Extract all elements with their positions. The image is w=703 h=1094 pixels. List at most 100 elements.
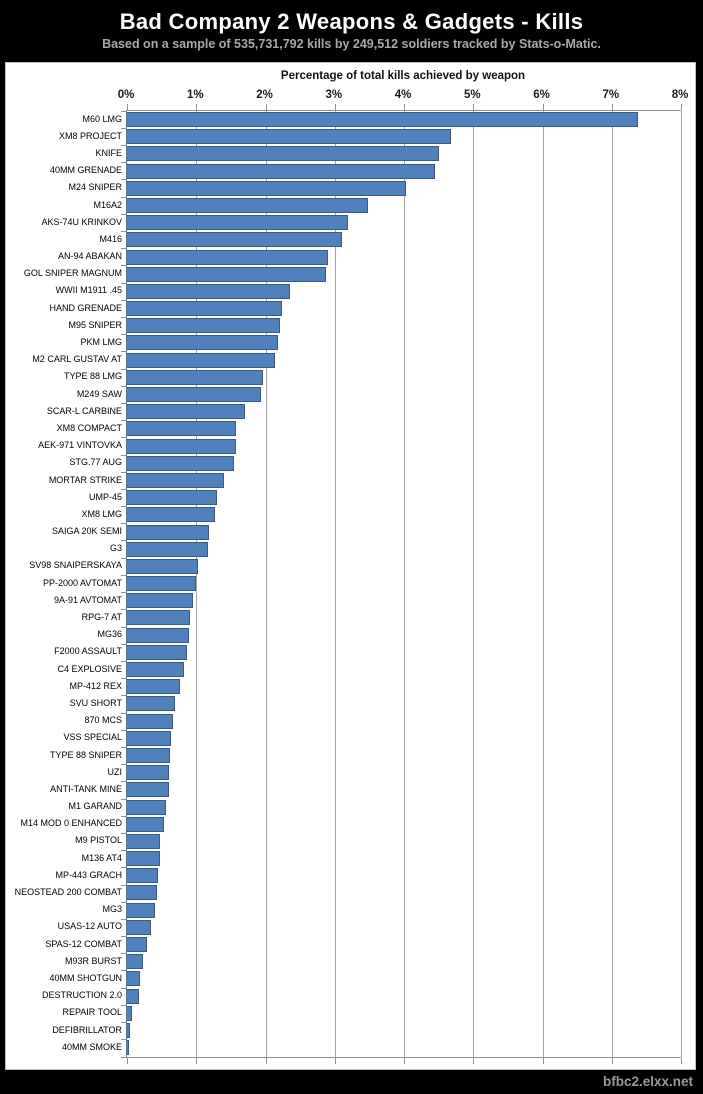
bar [127, 283, 291, 299]
category-label: M24 SNIPER [68, 182, 122, 193]
bar-row [127, 420, 681, 437]
category-label: WWII M1911 .45 [55, 285, 122, 296]
category-label: ANTI-TANK MINE [50, 783, 122, 794]
category-label: SV98 SNAIPERSKAYA [29, 560, 122, 571]
axis-tick [121, 1004, 127, 1006]
axis-tick [121, 265, 127, 267]
gridline [473, 111, 475, 1057]
bar [127, 954, 143, 970]
category-label: KNIFE [95, 147, 122, 158]
category-label: MG3 [102, 904, 122, 915]
bar-row [127, 180, 681, 197]
bar-row [127, 214, 681, 231]
bar [127, 799, 167, 815]
bar [127, 318, 281, 334]
bar [127, 421, 237, 437]
bar [127, 507, 215, 523]
bar [127, 730, 171, 746]
bar [127, 937, 148, 952]
axis-tick [121, 815, 127, 817]
category-label: AEK-971 VINTOVKA [38, 440, 122, 451]
axis-tick [121, 660, 127, 662]
category-label: 870 MCS [84, 715, 122, 726]
bar-row [127, 541, 681, 558]
axis-tick [334, 104, 336, 110]
x-tick-label: 0% [117, 89, 135, 101]
category-axis-labels: M60 LMG XM8 PROJECT KNIFE 40MM GRENADE M24 S… [6, 110, 122, 1056]
axis-tick [121, 626, 127, 628]
category-label: AKS-74U KRINKOV [41, 216, 122, 227]
category-label: 40MM SHOTGUN [49, 972, 122, 983]
gridline [611, 111, 613, 1057]
axis-tick [121, 402, 127, 404]
bar-row [127, 352, 681, 369]
axis-tick [121, 798, 127, 800]
bar-row [127, 627, 681, 644]
axis-tick [121, 471, 127, 473]
axis-tick [121, 523, 127, 525]
bar-row [127, 455, 681, 472]
bar [127, 576, 196, 592]
bar [127, 610, 191, 626]
bar [127, 472, 224, 488]
bar-row [127, 1039, 681, 1056]
category-label: UMP-45 [88, 491, 122, 502]
bar-row [127, 524, 681, 541]
bar-row [127, 558, 681, 575]
axis-tick [611, 104, 613, 110]
category-label: M14 MOD 0 ENHANCED [20, 818, 122, 829]
axis-tick [265, 104, 267, 110]
bar-row [127, 713, 681, 730]
axis-tick [121, 884, 127, 886]
bar-row [127, 111, 681, 128]
category-label: M95 SNIPER [68, 319, 122, 330]
bar [127, 215, 348, 231]
axis-tick [196, 104, 198, 110]
category-label: DESTRUCTION 2.0 [41, 990, 122, 1001]
axis-tick [121, 179, 127, 181]
bar-row [127, 1022, 681, 1039]
axis-tick [121, 540, 127, 542]
bar-row [127, 867, 681, 884]
bar [127, 782, 169, 798]
axis-tick [473, 104, 475, 110]
bar [127, 249, 328, 265]
page-title: Bad Company 2 Weapons & Gadgets - Kills [119, 9, 584, 34]
category-label: F2000 ASSAULT [54, 646, 122, 657]
category-label: M60 LMG [82, 113, 122, 124]
axis-tick [121, 918, 127, 920]
bar [127, 232, 343, 248]
bar [127, 387, 262, 402]
axis-tick [121, 695, 127, 697]
bar-row [127, 317, 681, 334]
bar [127, 352, 275, 368]
bar-row [127, 249, 681, 266]
axis-tick [121, 832, 127, 834]
bar [127, 369, 264, 385]
bar [127, 902, 155, 918]
axis-tick [121, 643, 127, 645]
chart: Percentage of total kills achieved by we… [5, 62, 696, 1070]
x-tick-label: 7% [602, 89, 620, 101]
axis-tick [121, 316, 127, 318]
axis-tick [121, 936, 127, 938]
bar [127, 765, 170, 781]
axis-tick [121, 196, 127, 198]
bar [127, 747, 170, 763]
category-label: C4 EXPLOSIVE [57, 663, 122, 674]
bar-row [127, 386, 681, 403]
gridline [404, 111, 405, 1057]
bar-row [127, 592, 681, 609]
axis-tick [121, 901, 127, 903]
bar-row [127, 575, 681, 592]
category-label: TYPE 88 LMG [63, 371, 122, 382]
bar [127, 438, 236, 454]
bar-row [127, 369, 681, 386]
bar-row [127, 730, 681, 747]
category-label: M249 SAW [76, 388, 122, 399]
bar-row [127, 506, 681, 523]
axis-tick [127, 104, 128, 110]
axis-tick [121, 746, 127, 748]
axis-tick [121, 230, 127, 232]
